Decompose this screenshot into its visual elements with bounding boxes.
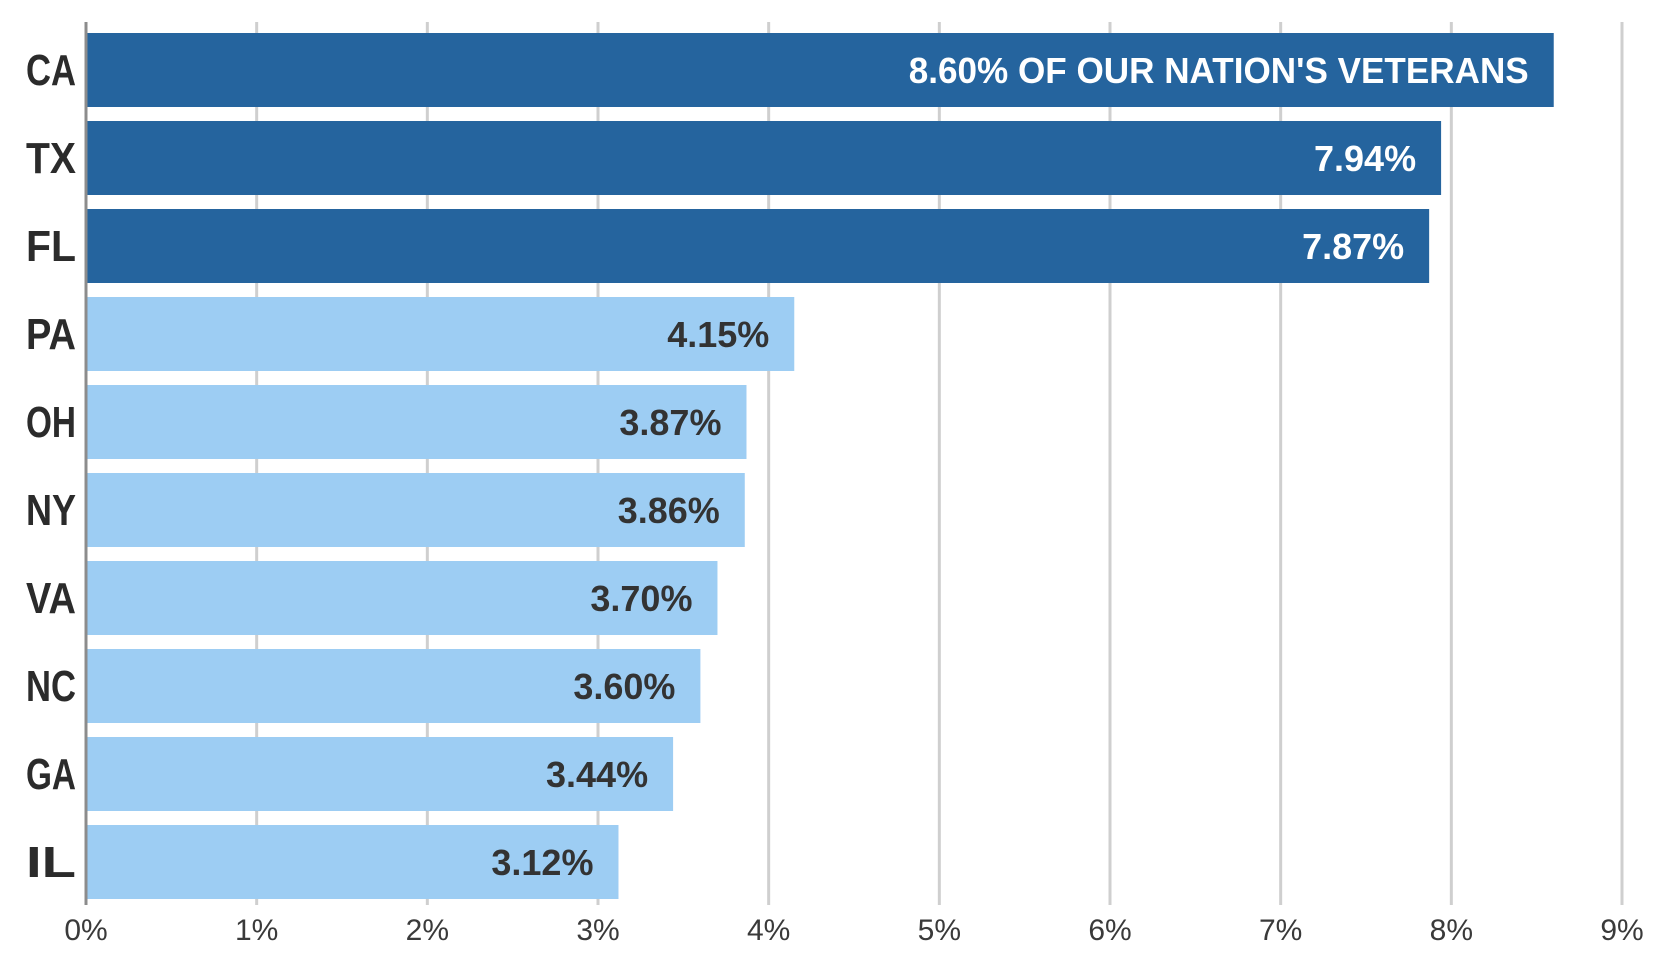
bar-il — [86, 825, 619, 899]
x-tick-label: 7% — [1259, 914, 1302, 947]
x-tick-label: 8% — [1430, 914, 1473, 947]
data-label: 8.60% OF OUR NATION'S VETERANS — [909, 50, 1529, 91]
x-tick-label: 2% — [406, 914, 449, 947]
data-label: 3.86% — [618, 490, 720, 531]
x-tick-label: 3% — [576, 914, 619, 947]
bar-pa — [86, 297, 795, 371]
category-label: TX — [26, 134, 76, 183]
x-tick-label: 6% — [1088, 914, 1131, 947]
category-label: CA — [26, 46, 76, 95]
x-tick-label: 0% — [64, 914, 107, 947]
data-labels: 8.60% OF OUR NATION'S VETERANS 7.94% 7.87%… — [491, 50, 1528, 883]
category-label: GA — [26, 750, 76, 799]
data-label: 7.87% — [1302, 226, 1404, 267]
category-label: NC — [26, 662, 76, 711]
x-tick-label: 4% — [747, 914, 790, 947]
category-labels: CA TX FL PA OH NY VA NC GA IL — [26, 46, 76, 887]
bar-va — [86, 561, 718, 635]
category-label: NY — [26, 486, 76, 535]
category-label: OH — [26, 398, 76, 447]
bar-nc — [86, 649, 701, 723]
category-label: IL — [26, 838, 76, 887]
x-tick-labels: 0% 1% 2% 3% 4% 5% 6% 7% 8% 9% — [64, 914, 1643, 947]
bar-ny — [86, 473, 745, 547]
x-tick-label: 5% — [918, 914, 961, 947]
data-label: 3.87% — [619, 402, 721, 443]
category-label: FL — [26, 222, 76, 271]
x-tick-label: 1% — [235, 914, 278, 947]
bar-tx — [86, 121, 1442, 195]
data-label: 4.15% — [667, 314, 769, 355]
bar-fl — [86, 209, 1430, 283]
data-label: 3.70% — [590, 578, 692, 619]
bars — [86, 33, 1554, 899]
bar-ca — [86, 33, 1554, 107]
data-label: 3.12% — [491, 842, 593, 883]
category-label: VA — [26, 574, 76, 623]
x-tick-label: 9% — [1600, 914, 1643, 947]
data-label: 7.94% — [1314, 138, 1416, 179]
category-label: PA — [26, 310, 76, 359]
data-label: 3.44% — [546, 754, 648, 795]
bar-oh — [86, 385, 747, 459]
bar-ga — [86, 737, 674, 811]
data-label: 3.60% — [573, 666, 675, 707]
